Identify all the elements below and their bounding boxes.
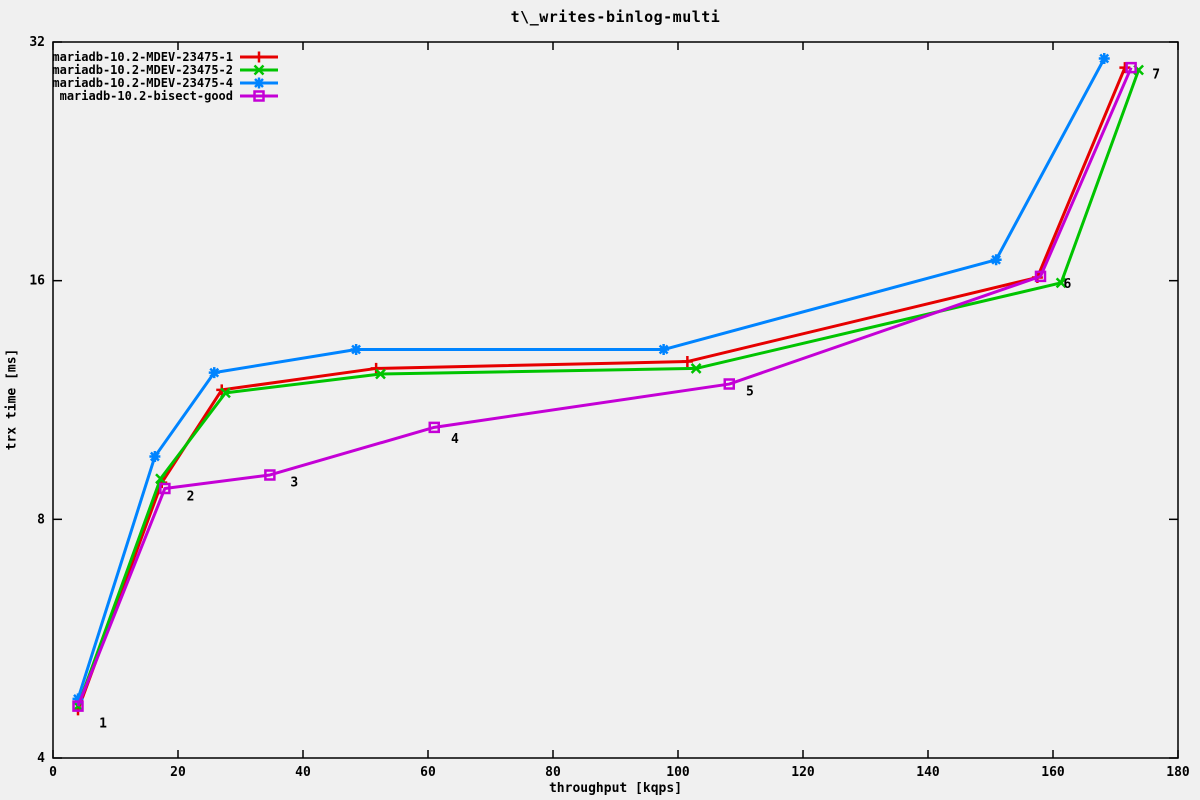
legend-label-3: mariadb-10.2-MDEV-23475-4 (52, 76, 233, 90)
x-tick-label: 180 (1166, 765, 1190, 780)
legend-label-1: mariadb-10.2-MDEV-23475-1 (52, 50, 233, 64)
point-label-6: 6 (1063, 277, 1071, 292)
series-marker-3 (658, 344, 670, 356)
series-marker-3 (72, 693, 84, 705)
series-marker-4 (159, 482, 171, 495)
point-label-2: 2 (187, 489, 195, 504)
series-marker-3 (208, 367, 220, 379)
x-tick-label: 20 (170, 765, 186, 780)
series-marker-3 (350, 344, 362, 356)
series-marker-3 (990, 254, 1002, 266)
series-marker-1 (1119, 62, 1131, 74)
y-tick-label: 32 (29, 35, 45, 50)
series-marker-4 (1034, 270, 1047, 283)
series-marker-4 (1125, 61, 1137, 74)
legend-label-2: mariadb-10.2-MDEV-23475-2 (52, 63, 233, 77)
x-axis-label: throughput [kqps] (548, 781, 683, 796)
series-marker-2 (155, 473, 166, 485)
legend-marker-2 (253, 64, 265, 76)
chart-title: t\_writes-binlog-multi (510, 8, 721, 26)
plot-border (52, 41, 1179, 759)
x-tick-label: 120 (791, 765, 815, 780)
series-marker-2 (1055, 277, 1067, 289)
series-marker-1 (370, 362, 382, 374)
x-tick-label: 160 (1041, 765, 1065, 780)
legend-marker-3 (253, 77, 265, 89)
legend-marker-1 (253, 51, 265, 63)
x-tick-label: 40 (295, 765, 311, 780)
series-marker-4 (72, 700, 84, 712)
legend-marker-4 (253, 90, 265, 102)
point-label-3: 3 (290, 476, 298, 491)
point-label-7: 7 (1152, 68, 1160, 83)
x-tick-label: 140 (916, 765, 940, 780)
series-marker-4 (723, 378, 735, 390)
series-marker-3 (149, 451, 161, 463)
series-line-1 (76, 67, 1127, 711)
point-label-5: 5 (746, 384, 754, 399)
x-tick-label: 0 (49, 765, 57, 780)
point-label-4: 4 (451, 432, 459, 447)
series-marker-3 (1098, 53, 1110, 65)
series-marker-2 (375, 368, 386, 380)
y-axis-label: trx time [ms] (4, 348, 20, 451)
series-marker-2 (220, 387, 231, 399)
point-label-1: 1 (99, 717, 107, 732)
x-tick-label: 100 (666, 765, 690, 780)
y-tick-label: 16 (29, 274, 45, 289)
series-line-3 (76, 57, 1106, 700)
x-tick-label: 60 (420, 765, 436, 780)
series-marker-4 (428, 421, 440, 434)
x-tick-label: 80 (545, 765, 561, 780)
series-marker-1 (681, 356, 693, 368)
y-tick-label: 8 (37, 512, 45, 527)
legend-label-4: mariadb-10.2-bisect-good (60, 89, 233, 103)
y-tick-label: 4 (37, 751, 45, 766)
series-marker-2 (690, 363, 702, 374)
series-line-4 (76, 67, 1133, 707)
series-marker-4 (264, 469, 276, 481)
